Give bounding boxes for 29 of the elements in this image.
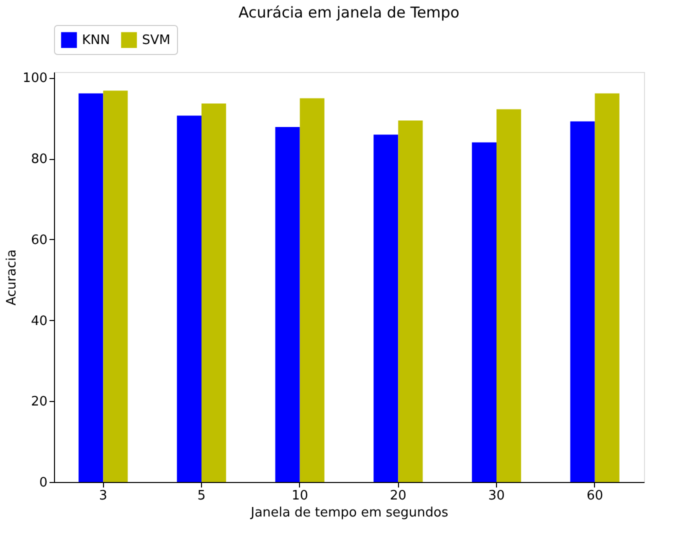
x-tick-label: 3 xyxy=(99,488,108,504)
y-tick-label: 80 xyxy=(30,152,48,168)
y-tick-label: 0 xyxy=(39,476,48,490)
bar xyxy=(496,109,522,482)
x-tick-label: 20 xyxy=(390,488,406,504)
chart-title: Acurácia em janela de Tempo xyxy=(238,4,460,22)
bar xyxy=(103,90,128,482)
legend-label: KNN xyxy=(82,33,110,48)
x-axis-title: Janela de tempo em segundos xyxy=(250,506,448,520)
bar xyxy=(275,126,300,482)
bar xyxy=(202,104,226,482)
y-tick-label: 20 xyxy=(30,394,48,410)
y-axis-title: Acuracia xyxy=(4,249,20,306)
bar xyxy=(176,116,202,482)
x-tick-label: 5 xyxy=(197,488,206,504)
bar xyxy=(398,120,423,482)
bar xyxy=(78,93,104,482)
bar xyxy=(594,93,620,482)
legend-label: SVM xyxy=(142,33,170,48)
x-tick-label: 30 xyxy=(488,488,505,504)
y-tick-label: 60 xyxy=(30,232,48,248)
x-tick-label: 60 xyxy=(586,488,604,504)
x-tick-label: 10 xyxy=(292,488,308,504)
bar xyxy=(570,121,595,482)
bar xyxy=(472,142,496,482)
y-tick-label: 100 xyxy=(22,71,48,86)
bar xyxy=(300,98,324,482)
y-tick-label: 40 xyxy=(30,314,48,329)
bar xyxy=(374,134,398,482)
